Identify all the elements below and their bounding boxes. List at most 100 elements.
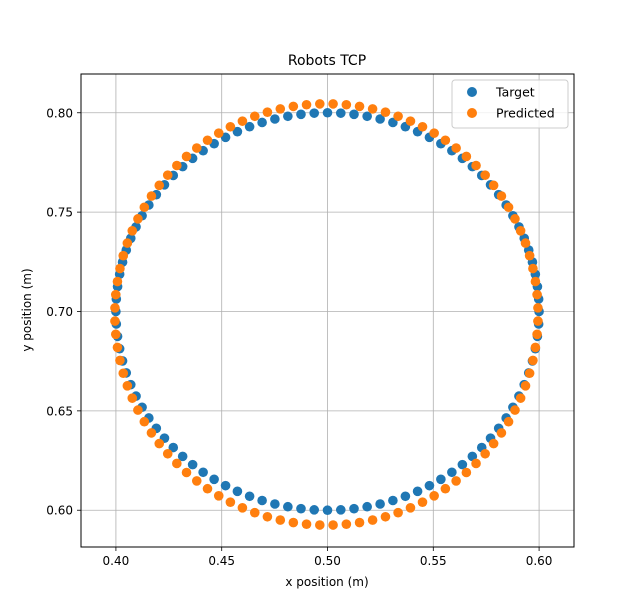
point-predicted [146, 191, 157, 201]
point-predicted [328, 520, 338, 530]
point-predicted [213, 491, 224, 501]
point-predicted [530, 276, 541, 287]
point-predicted [520, 381, 531, 391]
point-predicted [429, 491, 439, 501]
point-predicted [533, 303, 543, 313]
point-predicted [520, 238, 531, 248]
point-predicted [380, 511, 391, 522]
point-target [296, 109, 306, 120]
legend-marker-target [467, 87, 477, 97]
point-predicted [110, 303, 120, 313]
point-target [177, 451, 188, 462]
x-ticks: 0.40 0.45 0.50 0.55 0.60 [103, 547, 553, 568]
point-predicted [528, 355, 538, 366]
point-target [168, 442, 179, 453]
point-predicted [533, 316, 543, 326]
points [110, 99, 544, 530]
point-target [436, 474, 446, 485]
point-predicted [461, 467, 472, 478]
point-target [400, 491, 411, 502]
point-target [362, 501, 372, 512]
y-axis-label: y position (m) [20, 268, 34, 351]
point-target [220, 480, 231, 491]
x-tick-label: 0.40 [103, 554, 130, 568]
point-predicted [315, 520, 325, 530]
point-predicted [471, 458, 481, 469]
point-predicted [480, 448, 490, 459]
point-target [309, 505, 320, 515]
point-target [375, 499, 385, 509]
point-predicted [393, 507, 403, 518]
point-predicted [393, 111, 403, 122]
legend-marker-predicted [467, 108, 477, 118]
point-target [412, 486, 423, 497]
point-predicted [225, 497, 236, 507]
point-target [296, 503, 306, 514]
point-predicted [122, 381, 133, 391]
point-predicted [301, 99, 312, 110]
point-target [257, 495, 267, 506]
point-predicted [112, 276, 123, 287]
point-predicted [380, 107, 391, 117]
point-target [198, 467, 208, 478]
point-predicted [417, 121, 428, 132]
point-target [232, 486, 243, 497]
point-predicted [133, 214, 143, 224]
point-predicted [110, 316, 120, 326]
legend-label-predicted: Predicted [496, 106, 555, 121]
point-predicted [503, 202, 514, 213]
point-target [388, 495, 398, 506]
point-predicted [146, 428, 157, 438]
point-predicted [524, 250, 535, 261]
point-predicted [315, 99, 325, 109]
point-predicted [405, 116, 416, 126]
x-axis-label: x position (m) [285, 575, 368, 589]
point-predicted [118, 368, 129, 379]
point-predicted [249, 111, 260, 122]
point-predicted [133, 405, 143, 415]
point-predicted [115, 355, 125, 366]
point-target [467, 451, 478, 462]
point-predicted [139, 202, 150, 213]
point-predicted [510, 214, 520, 224]
point-predicted [288, 101, 299, 112]
point-target [232, 126, 243, 137]
point-predicted [480, 170, 490, 180]
point-predicted [530, 342, 541, 353]
grid [81, 74, 574, 547]
point-target [283, 111, 293, 122]
point-predicted [496, 428, 507, 438]
point-predicted [110, 289, 121, 300]
point-predicted [191, 143, 202, 153]
point-predicted [127, 393, 138, 403]
point-predicted [367, 104, 378, 114]
point-predicted [461, 151, 472, 162]
series-predicted [110, 99, 543, 530]
point-predicted [237, 503, 248, 513]
point-target [244, 491, 255, 502]
point-predicted [202, 483, 213, 494]
point-target [335, 108, 346, 118]
x-tick-label: 0.45 [208, 554, 235, 568]
point-predicted [172, 160, 182, 171]
point-predicted [524, 368, 535, 379]
x-tick-label: 0.50 [314, 554, 341, 568]
point-predicted [172, 458, 182, 469]
point-predicted [181, 467, 192, 478]
y-tick-label: 0.75 [46, 206, 73, 220]
point-predicted [237, 116, 248, 126]
y-tick-label: 0.65 [46, 404, 73, 418]
point-predicted [112, 342, 123, 353]
point-predicted [275, 104, 286, 114]
point-target [335, 505, 346, 515]
x-tick-label: 0.55 [420, 554, 447, 568]
point-target [244, 121, 255, 132]
point-predicted [488, 438, 499, 449]
point-target [209, 474, 219, 485]
point-predicted [510, 405, 520, 415]
point-target [322, 505, 333, 516]
x-tick-label: 0.60 [526, 554, 553, 568]
point-target [424, 480, 435, 491]
point-predicted [429, 128, 439, 138]
point-predicted [127, 226, 138, 236]
